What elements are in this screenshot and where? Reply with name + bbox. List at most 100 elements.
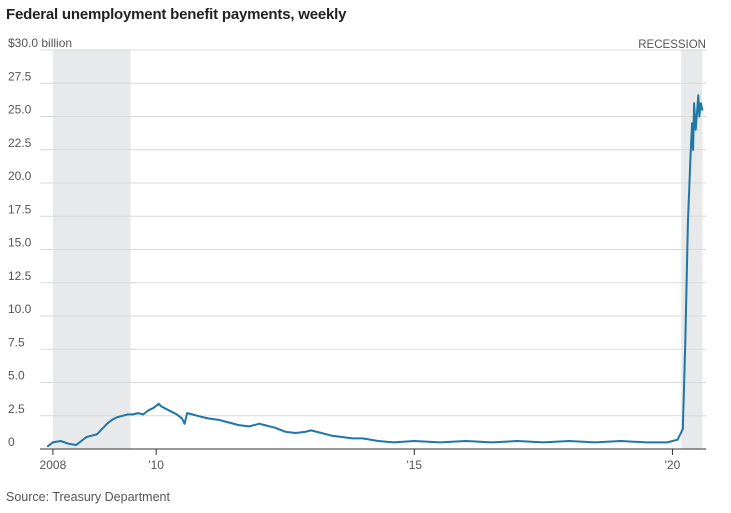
data-point xyxy=(694,128,697,131)
data-point xyxy=(351,437,354,440)
x-tick-label: '15 xyxy=(406,458,422,472)
data-point xyxy=(392,441,395,444)
data-point xyxy=(196,414,199,417)
data-point xyxy=(165,408,168,410)
data-point xyxy=(175,413,178,416)
data-point xyxy=(137,412,139,414)
data-point xyxy=(237,424,240,426)
data-point xyxy=(147,409,150,412)
data-point xyxy=(160,405,163,408)
data-point xyxy=(516,440,519,442)
data-point xyxy=(698,115,701,118)
x-axis: 2008 '10 '15 '20 xyxy=(40,448,706,472)
data-point xyxy=(186,412,189,414)
data-point xyxy=(126,413,129,416)
data-point xyxy=(106,422,109,425)
data-point xyxy=(696,108,699,111)
data-point xyxy=(116,416,119,418)
data-point xyxy=(684,341,687,344)
data-point xyxy=(304,430,307,433)
data-point xyxy=(170,410,173,413)
y-tick-labels: 0 2.5 5.0 7.5 10.0 12.5 15.0 17.5 20.0 22.5 25.0 27… xyxy=(8,36,72,449)
data-point xyxy=(697,94,700,97)
y-tick-label: 22.5 xyxy=(8,136,32,150)
data-point xyxy=(568,440,571,442)
x-tick-label: 2008 xyxy=(40,458,67,472)
data-point xyxy=(111,418,114,421)
y-tick-label: 2.5 xyxy=(8,402,25,416)
data-point xyxy=(692,148,694,151)
data-point xyxy=(248,425,250,428)
data-point xyxy=(80,440,83,442)
data-point xyxy=(691,122,693,125)
series-lines xyxy=(46,94,704,448)
data-point xyxy=(152,406,155,409)
chart-title: Federal unemployment benefit payments, w… xyxy=(6,6,347,23)
data-point xyxy=(645,441,648,444)
data-point xyxy=(542,441,545,444)
data-point xyxy=(59,440,62,442)
data-point xyxy=(294,432,297,434)
y-tick-label: 25.0 xyxy=(8,103,32,117)
data-point xyxy=(594,441,596,444)
y-tick-label: 27.5 xyxy=(8,69,32,83)
data-point xyxy=(183,422,186,425)
data-point xyxy=(681,428,684,430)
data-point xyxy=(95,433,98,436)
data-point xyxy=(142,413,145,416)
data-point xyxy=(181,417,183,420)
data-point xyxy=(274,426,276,429)
data-point xyxy=(465,440,467,442)
y-tick-label: 15.0 xyxy=(8,236,32,250)
data-point xyxy=(676,438,679,441)
data-point xyxy=(217,418,220,421)
data-point xyxy=(701,108,704,111)
data-point xyxy=(157,402,160,405)
data-point xyxy=(67,442,70,445)
data-point xyxy=(201,416,204,418)
x-tick-label: '10 xyxy=(148,458,164,472)
data-point xyxy=(191,413,194,416)
x-tick-label: '20 xyxy=(665,458,681,472)
data-point xyxy=(258,422,261,425)
y-tick-label: 20.0 xyxy=(8,169,32,183)
y-tick-label: $30.0 billion xyxy=(8,36,72,50)
y-tick-label: 7.5 xyxy=(8,335,25,349)
source-note: Source: Treasury Department xyxy=(6,490,170,504)
data-point xyxy=(284,430,287,433)
data-point xyxy=(490,441,493,444)
data-point xyxy=(101,428,103,430)
recession-label: RECESSION xyxy=(638,39,706,51)
data-point xyxy=(263,424,266,426)
data-point xyxy=(413,440,416,442)
data-point xyxy=(132,413,134,416)
data-point xyxy=(439,441,442,444)
y-tick-label: 17.5 xyxy=(8,202,32,216)
data-point xyxy=(46,445,49,448)
data-point xyxy=(699,102,702,105)
data-point xyxy=(320,432,323,434)
data-point xyxy=(227,421,230,424)
y-tick-label: 12.5 xyxy=(8,269,32,283)
y-gridlines xyxy=(40,49,706,417)
data-point xyxy=(330,434,333,437)
y-tick-label: 0 xyxy=(8,435,15,449)
data-point xyxy=(75,444,78,446)
data-point xyxy=(689,155,692,158)
data-point xyxy=(361,437,364,440)
data-point xyxy=(90,434,93,437)
data-point xyxy=(341,436,343,438)
data-point xyxy=(206,417,209,420)
data-point xyxy=(693,102,696,105)
series-line-0 xyxy=(47,94,704,448)
data-point xyxy=(52,441,54,444)
data-point xyxy=(666,441,669,444)
data-point xyxy=(310,429,312,432)
data-point xyxy=(377,440,380,442)
data-point xyxy=(687,222,689,224)
data-point xyxy=(85,436,88,438)
y-tick-label: 10.0 xyxy=(8,302,32,316)
data-point xyxy=(121,414,124,417)
y-tick-label: 5.0 xyxy=(8,369,25,383)
